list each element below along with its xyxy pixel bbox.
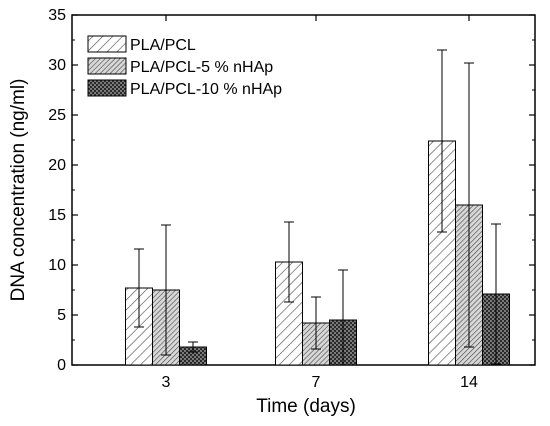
- y-tick-label: 5: [57, 307, 66, 324]
- legend: PLA/PCL PLA/PCL-5 % nHAp PLA/PCL-10 % nHAp: [87, 35, 282, 98]
- x-tick-label: 3: [162, 374, 171, 391]
- legend-label: PLA/PCL: [130, 37, 196, 54]
- bars-group: [125, 140, 510, 366]
- x-axis-title: Time (days): [256, 396, 356, 417]
- y-tick-label: 30: [48, 57, 66, 74]
- legend-label: PLA/PCL-5 % nHAp: [130, 59, 273, 76]
- y-axis-title: DNA concentration (ng/ml): [8, 79, 29, 302]
- legend-swatch: [87, 35, 127, 53]
- legend-swatch: [87, 79, 127, 97]
- y-tick-label: 25: [48, 107, 66, 124]
- error-bars-group: [134, 49, 501, 366]
- y-tick-label: 0: [57, 357, 66, 374]
- x-tick-label: 7: [312, 374, 321, 391]
- y-tick-label: 15: [48, 207, 66, 224]
- y-tick-label: 20: [48, 157, 66, 174]
- legend-label: PLA/PCL-10 % nHAp: [130, 81, 282, 98]
- y-tick-label: 10: [48, 257, 66, 274]
- legend-swatch: [87, 57, 127, 75]
- y-tick-label: 35: [48, 7, 66, 24]
- y-axis: 0 5 10 15 20 25 30 35: [48, 7, 535, 374]
- x-tick-label: 14: [460, 374, 478, 391]
